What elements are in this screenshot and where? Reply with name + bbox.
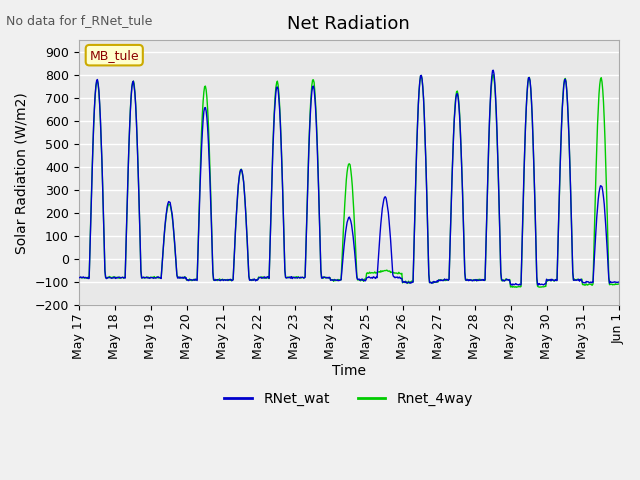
- Text: No data for f_RNet_tule: No data for f_RNet_tule: [6, 14, 153, 27]
- X-axis label: Time: Time: [332, 364, 365, 378]
- Title: Net Radiation: Net Radiation: [287, 15, 410, 33]
- Y-axis label: Solar Radiation (W/m2): Solar Radiation (W/m2): [15, 92, 29, 253]
- Text: MB_tule: MB_tule: [90, 48, 139, 61]
- Legend: RNet_wat, Rnet_4way: RNet_wat, Rnet_4way: [219, 386, 478, 412]
